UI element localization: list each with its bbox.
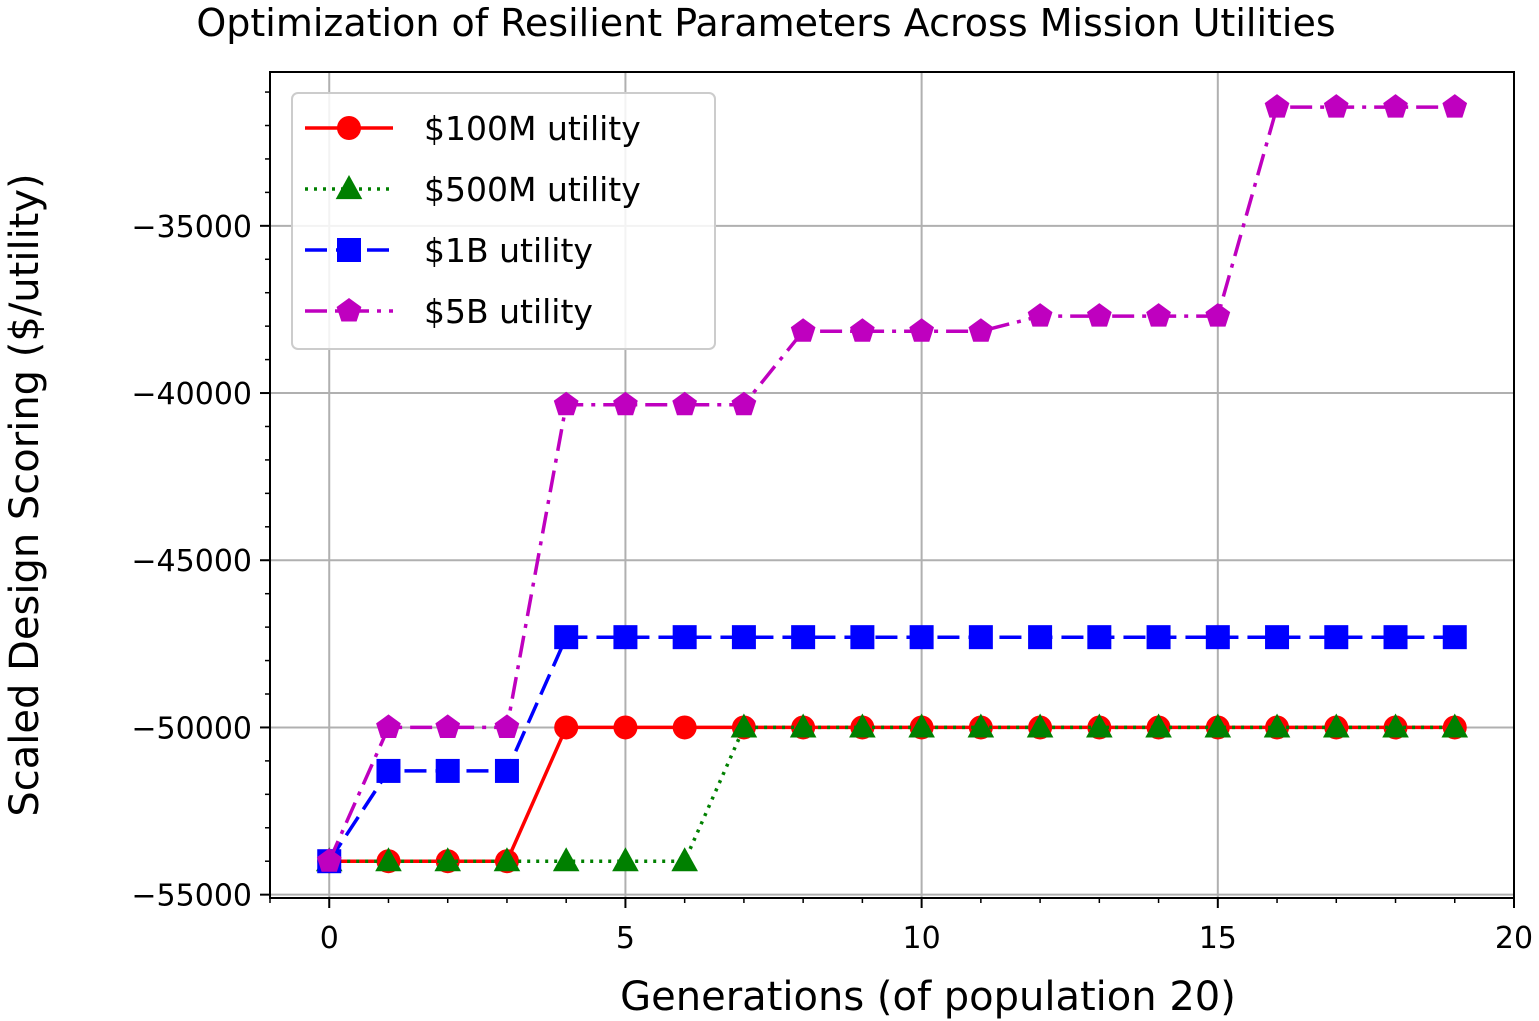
data-point [554, 715, 579, 740]
data-point [1383, 94, 1408, 118]
series-0 [317, 715, 1467, 874]
data-point [790, 318, 816, 342]
legend: $100M utility $500M utility $1B utility $5B… [291, 92, 716, 350]
data-point [1146, 303, 1171, 327]
data-point [612, 847, 639, 872]
data-point [672, 391, 697, 416]
y-tick-label: −55000 [131, 879, 252, 914]
data-point [908, 713, 935, 738]
x-tick-label: 20 [1495, 921, 1533, 956]
data-point [967, 713, 995, 738]
y-tick-label: −50000 [131, 711, 252, 746]
legend-marker [337, 238, 361, 262]
data-point [434, 847, 462, 872]
data-point [316, 848, 342, 872]
y-tick-label: −35000 [131, 210, 252, 245]
x-tick-label: 0 [320, 921, 339, 956]
data-point [672, 625, 697, 650]
series-layer [315, 94, 1469, 874]
data-point [1205, 625, 1230, 650]
data-point [731, 391, 757, 416]
data-point [613, 715, 638, 740]
data-point [1145, 713, 1172, 738]
data-point [909, 625, 934, 650]
y-tick-label: −45000 [131, 544, 252, 579]
data-point [1383, 625, 1408, 650]
data-point [791, 625, 816, 650]
series-line [329, 725, 1455, 863]
data-point [1205, 303, 1231, 327]
data-point [1324, 625, 1349, 650]
data-point [553, 391, 579, 416]
data-point [613, 625, 638, 650]
x-tick-label: 5 [616, 921, 635, 956]
chart-title: Optimization of Resilient Parameters Acr… [196, 1, 1335, 45]
y-axis-label: Scaled Design Scoring ($/utility) [2, 173, 48, 816]
data-point [1442, 94, 1468, 118]
data-point [1028, 625, 1053, 650]
data-point [494, 758, 519, 783]
data-point [1027, 303, 1053, 327]
data-point [376, 714, 401, 738]
legend-label: $100M utility [424, 109, 641, 148]
data-point [850, 625, 875, 650]
data-point [552, 847, 580, 872]
x-axis-label: Generations (of population 20) [620, 974, 1236, 1020]
data-point [494, 714, 520, 738]
data-point [731, 625, 756, 650]
legend-label: $5B utility [424, 292, 593, 331]
data-point [1265, 625, 1290, 650]
data-point [1026, 713, 1054, 738]
data-point [1087, 625, 1112, 650]
series-1 [315, 713, 1469, 872]
legend-frame [291, 92, 716, 350]
x-tick-label: 15 [1199, 921, 1237, 956]
data-point [1146, 625, 1171, 650]
data-point [1323, 94, 1349, 118]
data-point [435, 714, 461, 738]
data-point [671, 847, 698, 872]
legend-label: $500M utility [424, 170, 641, 209]
data-point [968, 318, 994, 342]
data-point [1322, 713, 1350, 738]
series-2 [317, 625, 1467, 874]
series-line [327, 635, 1455, 863]
y-tick-label: −40000 [131, 377, 252, 412]
data-point [968, 625, 993, 650]
data-point [554, 625, 579, 650]
data-point [909, 318, 934, 342]
data-point [1382, 713, 1409, 738]
data-point [375, 847, 402, 872]
data-point [1204, 713, 1232, 738]
data-point [1263, 713, 1291, 738]
x-tick-label: 10 [903, 921, 941, 956]
data-point [1086, 713, 1113, 738]
series-3 [316, 94, 1468, 872]
legend-marker [335, 175, 363, 200]
data-point [849, 713, 876, 738]
legend-label: $1B utility [424, 231, 593, 270]
data-point [1441, 713, 1469, 738]
series-line [329, 725, 1455, 863]
data-point [376, 758, 401, 783]
tick-layer: 0 5 10 15 20 −55000 −50000 −45000 −40000 −35000 [131, 91, 1533, 956]
plot-frame [269, 71, 1515, 899]
data-point [730, 713, 758, 738]
legend-marker [336, 298, 362, 322]
data-point [850, 318, 875, 342]
data-point [789, 713, 817, 738]
data-point [672, 715, 697, 740]
legend-marker [337, 116, 361, 140]
data-point [435, 758, 460, 783]
data-point [1442, 625, 1467, 650]
data-point [493, 847, 521, 872]
data-point [613, 391, 638, 416]
data-point [1264, 94, 1290, 118]
data-point [1087, 303, 1112, 327]
